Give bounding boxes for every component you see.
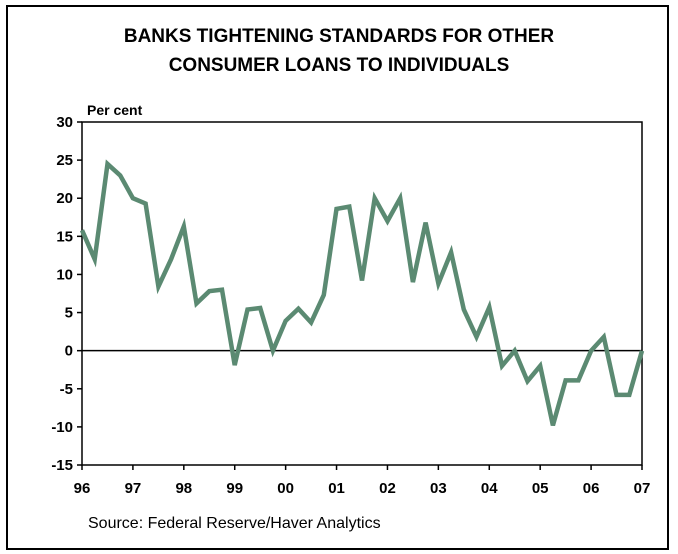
x-tick-label: 97 <box>125 480 142 497</box>
x-tick-label: 96 <box>74 480 91 497</box>
data-point <box>526 379 530 383</box>
data-point <box>144 202 148 206</box>
data-point <box>220 288 224 292</box>
data-point <box>93 257 97 261</box>
data-point <box>627 393 631 397</box>
data-point <box>411 280 415 284</box>
data-point <box>538 364 542 368</box>
data-point <box>284 319 288 323</box>
data-point <box>462 308 466 312</box>
y-tick-label: 25 <box>56 152 73 169</box>
data-point <box>475 335 479 339</box>
data-point <box>398 196 402 200</box>
data-point <box>296 307 300 311</box>
x-tick-label: 00 <box>277 480 294 497</box>
x-tick-label: 98 <box>175 480 192 497</box>
source-note: Source: Federal Reserve/Haver Analytics <box>88 515 381 532</box>
data-point <box>156 285 160 289</box>
y-tick-label: 5 <box>65 305 73 322</box>
y-tick-label: -10 <box>51 419 73 436</box>
x-tick-label: 02 <box>379 480 396 497</box>
plot-area <box>81 121 643 466</box>
data-point <box>564 378 568 382</box>
data-point <box>640 349 644 353</box>
x-tick-label: 04 <box>481 480 498 497</box>
x-tick-label: 99 <box>226 480 243 497</box>
data-point <box>373 196 377 200</box>
data-point <box>589 349 593 353</box>
data-point <box>106 162 110 166</box>
data-point <box>513 349 517 353</box>
y-tick-label: -5 <box>60 381 73 398</box>
data-point <box>436 282 440 286</box>
data-point <box>246 308 250 312</box>
chart-title-line-1: BANKS TIGHTENING STANDARDS FOR OTHER <box>123 26 555 47</box>
data-point <box>309 321 313 325</box>
x-tick-label: 07 <box>634 480 651 497</box>
x-tick-label: 05 <box>532 480 549 497</box>
data-point <box>258 306 262 310</box>
data-point <box>487 305 491 309</box>
data-points <box>80 162 644 428</box>
data-point <box>360 279 364 283</box>
y-axis: 30 25 20 15 10 5 0 -5 -10 -15 <box>51 114 82 474</box>
data-point <box>576 378 580 382</box>
data-point <box>207 289 211 293</box>
data-point <box>500 364 504 368</box>
x-tick-label: 03 <box>430 480 447 497</box>
data-point <box>615 393 619 397</box>
x-tick-label: 06 <box>583 480 600 497</box>
y-tick-label: -15 <box>51 457 73 474</box>
y-tick-label: 15 <box>56 228 73 245</box>
data-point <box>551 423 555 427</box>
y-tick-label: 0 <box>65 343 73 360</box>
data-point <box>271 349 275 353</box>
data-point <box>80 228 84 232</box>
y-tick-label: 20 <box>56 190 73 207</box>
data-point <box>386 219 390 223</box>
data-point <box>602 335 606 339</box>
chart-frame <box>6 5 669 550</box>
data-point <box>449 250 453 254</box>
data-point <box>335 207 339 211</box>
y-tick-label: 30 <box>56 114 73 131</box>
data-point <box>347 205 351 209</box>
data-point <box>131 196 135 200</box>
data-point <box>195 301 199 305</box>
x-tick-label: 01 <box>328 480 345 497</box>
x-axis: 96 97 98 99 00 01 02 03 04 05 06 07 <box>74 465 651 497</box>
data-point <box>169 257 173 261</box>
chart-title-line-2: CONSUMER LOANS TO INDIVIDUALS <box>168 55 510 76</box>
series-line <box>79 159 645 427</box>
data-point <box>233 363 237 367</box>
y-axis-label: Per cent <box>87 102 143 118</box>
data-point <box>182 224 186 228</box>
data-point <box>118 173 122 177</box>
y-tick-label: 10 <box>56 266 73 283</box>
chart-title: BANKS TIGHTENING STANDARDS FOR OTHER CON… <box>0 22 678 80</box>
data-point <box>322 293 326 297</box>
data-point <box>424 221 428 225</box>
